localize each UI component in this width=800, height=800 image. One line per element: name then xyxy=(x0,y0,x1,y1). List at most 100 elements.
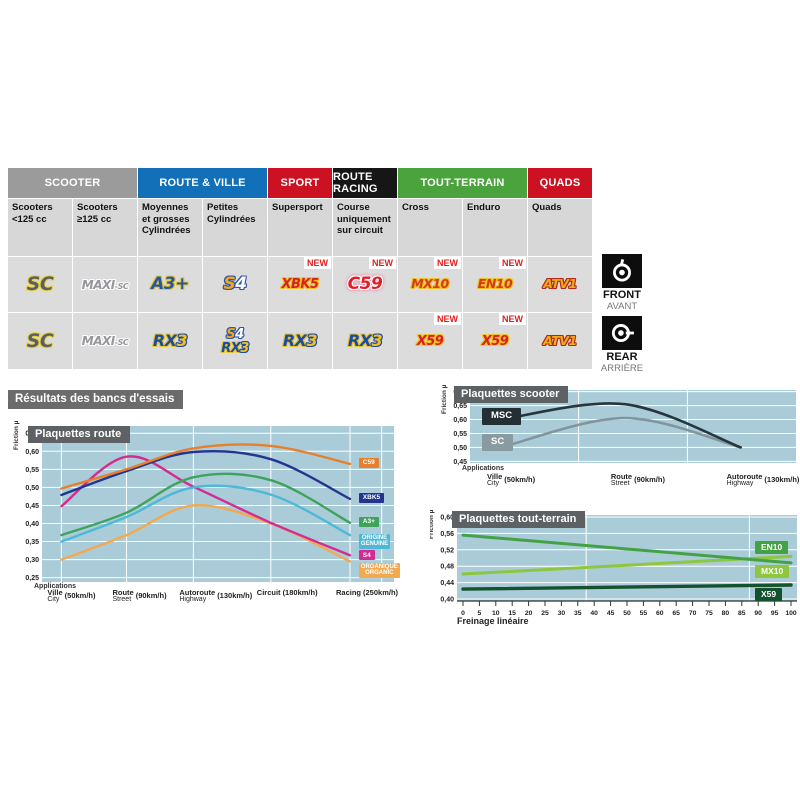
series-line-msc xyxy=(499,402,742,449)
badge-rx3: RX3 xyxy=(283,331,318,350)
category-header-sport: SPORT xyxy=(268,168,332,198)
svg-text:0,60: 0,60 xyxy=(453,417,467,424)
svg-text:0,40: 0,40 xyxy=(440,596,454,603)
badge-part: 3 xyxy=(240,340,249,356)
svg-text:0,55: 0,55 xyxy=(25,467,39,474)
x-axis-title: Freinage linéaire xyxy=(457,616,529,626)
svg-text:0,60: 0,60 xyxy=(440,515,454,522)
badge-rx3: RX3 xyxy=(152,331,188,350)
rear-brake-disc-icon xyxy=(602,316,642,350)
x-axis-header: Applications xyxy=(462,465,505,472)
svg-text:40: 40 xyxy=(590,610,598,617)
svg-text:0,56: 0,56 xyxy=(440,531,454,538)
svg-text:0,44: 0,44 xyxy=(440,580,454,587)
svg-text:95: 95 xyxy=(771,610,779,617)
svg-text:75: 75 xyxy=(705,610,713,617)
x-axis-header: Applications xyxy=(34,583,77,590)
front-cell-4: NEW XBK5 xyxy=(268,257,332,312)
front-brake-disc-icon xyxy=(602,254,642,288)
svg-text:0,45: 0,45 xyxy=(453,459,467,466)
svg-text:55: 55 xyxy=(640,610,648,617)
svg-text:80: 80 xyxy=(722,610,730,617)
x-label-racing: Racing (250km/h) xyxy=(336,588,399,597)
y-axis-label: Friction µ xyxy=(430,509,435,539)
badge-x59: X59 xyxy=(417,335,444,348)
badge-sc: SC xyxy=(27,331,54,351)
badge-part: S xyxy=(226,326,236,342)
rear-cell-3: S4 RX3 xyxy=(203,313,267,369)
series-line-origine xyxy=(60,484,352,543)
subheader-1: Scooters ≥125 cc xyxy=(73,199,137,256)
new-tag: NEW xyxy=(434,257,461,269)
application-table: SCOOTER ROUTE & VILLE SPORT ROUTE RACING TOU… xyxy=(8,168,593,369)
x-label-route: Route Street (90km/h) xyxy=(610,472,665,487)
new-tag: NEW xyxy=(434,313,461,325)
chart-plaquettes-tout-terrain: 0,60 0,56 0,52 0,48 0,44 0,40 Friction µ 0 5 10 15… xyxy=(430,506,800,640)
svg-text:100: 100 xyxy=(785,610,797,617)
category-header-tout-terrain: TOUT-TERRAIN xyxy=(398,168,527,198)
rear-label-fr: ARRIÈRE xyxy=(600,363,644,374)
rear-cell-0: SC xyxy=(8,313,72,369)
chart-plaquettes-route: 0,650,600,550,500,450,400,350,300,25Fric… xyxy=(8,416,412,630)
rear-cell-2: RX3 xyxy=(138,313,202,369)
badge-part: 3 xyxy=(371,331,383,350)
badge-part: S xyxy=(223,274,236,294)
chart-title: Plaquettes route xyxy=(28,426,131,443)
series-line-en10 xyxy=(461,533,793,565)
svg-text:65: 65 xyxy=(672,610,680,617)
badge-atv1: ATV1 xyxy=(543,276,577,292)
legend-chip-msc: MSC xyxy=(482,408,522,425)
badge-part: 4 xyxy=(235,326,244,342)
badge-part: MAXI xyxy=(81,277,115,292)
legend-chip-mx10: MX10 xyxy=(755,565,790,579)
rear-cell-5: RX3 xyxy=(333,313,397,369)
x-label-route: Route Street (90km/h) xyxy=(112,588,167,603)
svg-text:0,60: 0,60 xyxy=(25,449,39,456)
badge-rx3: RX3 xyxy=(347,331,383,350)
subheader-4: Supersport xyxy=(268,199,332,256)
svg-text:25: 25 xyxy=(541,610,549,617)
y-axis-label: Friction µ xyxy=(13,420,20,450)
legend-chip-a3+: A3+ xyxy=(358,516,379,527)
series-line-xbk5 xyxy=(60,450,352,501)
subheader-3: Petites Cylindrées xyxy=(203,199,267,256)
badge-part: MAXI xyxy=(81,334,115,348)
category-header-scooter: SCOOTER xyxy=(8,168,137,198)
svg-text:10: 10 xyxy=(492,610,500,617)
subheader-7: Enduro xyxy=(463,199,527,256)
badge-part: ATV1 xyxy=(543,276,577,292)
badge-part: X59 xyxy=(416,333,444,349)
subheader-2: Moyennes et grosses Cylindrées xyxy=(138,199,202,256)
badge-part: RX xyxy=(347,331,372,350)
badge-part: SC xyxy=(26,273,54,295)
rear-label: REAR xyxy=(606,351,638,363)
legend-chip-xbk5: XBK5 xyxy=(358,492,385,504)
legend-chip-organique: ORGANIQUE ORGANIC xyxy=(358,562,400,578)
svg-text:0,45: 0,45 xyxy=(25,503,39,510)
svg-text:85: 85 xyxy=(738,610,746,617)
rear-position-legend: REAR ARRIÈRE xyxy=(593,316,651,374)
badge-maxi-sc: MAXI-SC xyxy=(81,277,129,292)
badge-part: RX xyxy=(152,331,177,350)
badge-x59: X59 xyxy=(482,335,509,348)
svg-text:30: 30 xyxy=(558,610,566,617)
svg-text:60: 60 xyxy=(656,610,664,617)
x-label-ville: Ville City (50km/h) xyxy=(486,472,536,487)
rear-cell-1: MAXI-SC xyxy=(73,313,137,369)
subheader-5: Course uniquement sur circuit xyxy=(333,199,397,256)
svg-text:0,48: 0,48 xyxy=(440,564,454,571)
svg-text:5: 5 xyxy=(478,610,482,617)
legend-chip-c59: C59 xyxy=(358,457,379,469)
front-cell-1: MAXI-SC xyxy=(73,257,137,312)
legend-chip-s4: S4 xyxy=(358,550,375,561)
front-cell-7: NEW EN10 xyxy=(463,257,527,312)
legend-chip-x59: X59 xyxy=(755,587,783,601)
svg-text:0,30: 0,30 xyxy=(25,557,39,564)
badge-part: ATV1 xyxy=(543,332,577,348)
badge-part: EN10 xyxy=(477,276,513,292)
badge-c59: C59 xyxy=(348,276,383,293)
rear-cell-7: NEW X59 xyxy=(463,313,527,369)
x-label-autoroute: Autoroute Highway (130km/h) xyxy=(726,472,800,487)
badge-part: 3 xyxy=(306,331,318,350)
svg-text:0,65: 0,65 xyxy=(453,403,467,410)
